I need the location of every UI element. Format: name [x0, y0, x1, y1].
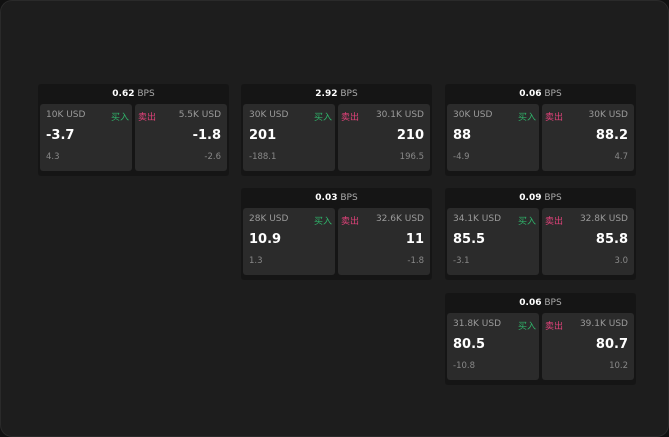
buy-label: 买入 — [517, 217, 536, 227]
sell-panel[interactable]: 卖出 30K USD 88.2 4.7 — [542, 104, 634, 171]
spread-unit: BPS — [340, 89, 358, 99]
ask-price: 11 — [405, 232, 424, 247]
spread-value: 2.92 — [315, 89, 338, 99]
spread-header: 0.09 BPS — [445, 188, 636, 208]
buy-panel[interactable]: 30K USD 买入 88 -4.9 — [447, 104, 539, 171]
spread-unit: BPS — [137, 89, 155, 99]
bid-price: 80.5 — [453, 337, 486, 352]
spread-unit: BPS — [544, 89, 562, 99]
sell-panel[interactable]: 卖出 32.6K USD 11 -1.8 — [338, 208, 430, 275]
quote-card: 0.06 BPS 30K USD 买入 88 -4.9 卖出 30K USD 8… — [445, 84, 636, 176]
ask-quantity: 39.1K USD — [579, 319, 628, 329]
sell-label: 卖出 — [545, 217, 564, 227]
sell-label: 卖出 — [341, 113, 360, 123]
spread-unit: BPS — [340, 193, 358, 203]
ask-quantity: 32.6K USD — [375, 214, 424, 224]
buy-panel[interactable]: 31.8K USD 买入 80.5 -10.8 — [447, 313, 539, 380]
sell-label: 卖出 — [341, 217, 360, 227]
ask-quantity: 30K USD — [588, 110, 628, 120]
spread-header: 0.62 BPS — [38, 84, 229, 104]
quote-card: 0.09 BPS 34.1K USD 买入 85.5 -3.1 卖出 32.8K… — [445, 188, 636, 280]
buy-panel[interactable]: 34.1K USD 买入 85.5 -3.1 — [447, 208, 539, 275]
spread-header: 0.03 BPS — [241, 188, 432, 208]
bid-change: 1.3 — [249, 256, 263, 266]
bid-change: -3.1 — [453, 256, 470, 266]
quote-card: 0.62 BPS 10K USD 买入 -3.7 4.3 卖出 5.5K USD… — [38, 84, 229, 176]
sell-label: 卖出 — [545, 322, 564, 332]
ask-quantity: 30.1K USD — [375, 110, 424, 120]
ask-change: 10.2 — [609, 361, 628, 371]
ask-price: -1.8 — [192, 128, 221, 143]
quote-card: 0.06 BPS 31.8K USD 买入 80.5 -10.8 卖出 39.1… — [445, 293, 636, 385]
buy-panel[interactable]: 30K USD 买入 201 -188.1 — [243, 104, 335, 171]
ask-quantity: 32.8K USD — [579, 214, 628, 224]
sell-panel[interactable]: 卖出 39.1K USD 80.7 10.2 — [542, 313, 634, 380]
bid-price: 88 — [453, 128, 472, 143]
ask-change: -1.8 — [407, 256, 424, 266]
ask-change: -2.6 — [204, 152, 221, 162]
bid-price: 85.5 — [453, 232, 486, 247]
sell-panel[interactable]: 卖出 32.8K USD 85.8 3.0 — [542, 208, 634, 275]
bid-quantity: 30K USD — [453, 110, 493, 120]
spread-header: 0.06 BPS — [445, 293, 636, 313]
bid-change: -4.9 — [453, 152, 470, 162]
quote-card: 0.03 BPS 28K USD 买入 10.9 1.3 卖出 32.6K US… — [241, 188, 432, 280]
buy-label: 买入 — [110, 113, 129, 123]
sell-panel[interactable]: 卖出 30.1K USD 210 196.5 — [338, 104, 430, 171]
spread-value: 0.09 — [519, 193, 542, 203]
bid-price: -3.7 — [46, 128, 75, 143]
bid-price: 10.9 — [249, 232, 282, 247]
buy-panel[interactable]: 28K USD 买入 10.9 1.3 — [243, 208, 335, 275]
buy-label: 买入 — [313, 217, 332, 227]
bid-quantity: 28K USD — [249, 214, 289, 224]
bid-quantity: 34.1K USD — [453, 214, 502, 224]
spread-value: 0.06 — [519, 89, 542, 99]
spread-value: 0.62 — [112, 89, 135, 99]
ask-change: 196.5 — [399, 152, 424, 162]
bid-quantity: 30K USD — [249, 110, 289, 120]
ask-change: 4.7 — [614, 152, 628, 162]
ask-price: 85.8 — [595, 232, 628, 247]
buy-label: 买入 — [313, 113, 332, 123]
sell-panel[interactable]: 卖出 5.5K USD -1.8 -2.6 — [135, 104, 227, 171]
bid-change: -188.1 — [249, 152, 277, 162]
spread-unit: BPS — [544, 193, 562, 203]
ask-change: 3.0 — [614, 256, 628, 266]
bid-price: 201 — [249, 128, 277, 143]
spread-value: 0.06 — [519, 298, 542, 308]
sell-label: 卖出 — [545, 113, 564, 123]
ask-quantity: 5.5K USD — [178, 110, 221, 120]
ask-price: 210 — [396, 128, 424, 143]
spread-unit: BPS — [544, 298, 562, 308]
bid-quantity: 10K USD — [46, 110, 86, 120]
bid-change: -10.8 — [453, 361, 475, 371]
buy-panel[interactable]: 10K USD 买入 -3.7 4.3 — [40, 104, 132, 171]
buy-label: 买入 — [517, 322, 536, 332]
bid-change: 4.3 — [46, 152, 60, 162]
spread-value: 0.03 — [315, 193, 338, 203]
ask-price: 80.7 — [595, 337, 628, 352]
spread-header: 0.06 BPS — [445, 84, 636, 104]
buy-label: 买入 — [517, 113, 536, 123]
quote-card: 2.92 BPS 30K USD 买入 201 -188.1 卖出 30.1K … — [241, 84, 432, 176]
ask-price: 88.2 — [595, 128, 628, 143]
sell-label: 卖出 — [138, 113, 157, 123]
spread-header: 2.92 BPS — [241, 84, 432, 104]
bid-quantity: 31.8K USD — [453, 319, 502, 329]
